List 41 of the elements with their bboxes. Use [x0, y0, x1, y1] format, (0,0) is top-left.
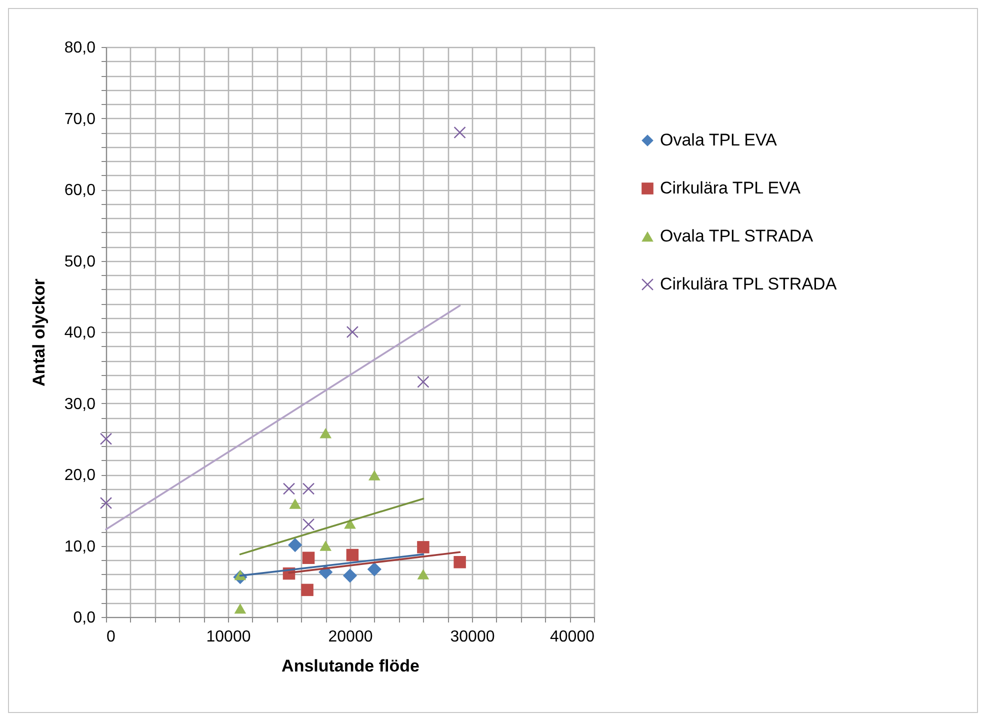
point [454, 126, 466, 138]
point [301, 584, 314, 596]
legend-label: Cirkulära TPL EVA [660, 178, 802, 198]
point [454, 556, 466, 568]
point [289, 498, 302, 509]
point [342, 568, 358, 583]
point [344, 518, 356, 529]
legend-label: Cirkulära TPL STRADA [660, 274, 838, 294]
legend-label: Ovala TPL STRADA [660, 226, 814, 246]
point [320, 540, 332, 551]
x-tick-label: 20000 [328, 628, 373, 646]
y-tick-label: 80,0 [64, 40, 96, 56]
point [234, 603, 246, 614]
point [283, 482, 295, 495]
y-tick-label: 60,0 [64, 182, 96, 199]
y-tick-label: 10,0 [64, 538, 96, 556]
y-tick-label: 30,0 [64, 396, 96, 413]
x-tick-label: 30000 [450, 628, 495, 646]
point [368, 470, 380, 480]
point [417, 376, 430, 388]
point [302, 552, 315, 564]
x-tick-label: 40000 [550, 628, 595, 646]
point [367, 562, 382, 576]
point [288, 538, 302, 552]
x-axis-title: Anslutande flöde [282, 656, 420, 676]
y-tick-label: 0,0 [73, 610, 96, 626]
point [346, 548, 359, 562]
y-tick-label: 70,0 [64, 110, 96, 128]
point [417, 569, 430, 580]
point [302, 482, 314, 495]
y-axis-title: Antal olyckor [29, 278, 48, 386]
y-tick-label: 40,0 [64, 324, 96, 342]
legend-label: Ovala TPL EVA [660, 130, 778, 150]
x-tick-label: 10000 [206, 628, 251, 646]
point [100, 432, 112, 445]
x-tick-label: 0 [106, 628, 116, 646]
y-tick-label: 50,0 [64, 253, 96, 270]
point [302, 518, 314, 530]
point [320, 428, 332, 438]
y-tick-label: 20,0 [64, 467, 96, 484]
point [417, 541, 430, 554]
